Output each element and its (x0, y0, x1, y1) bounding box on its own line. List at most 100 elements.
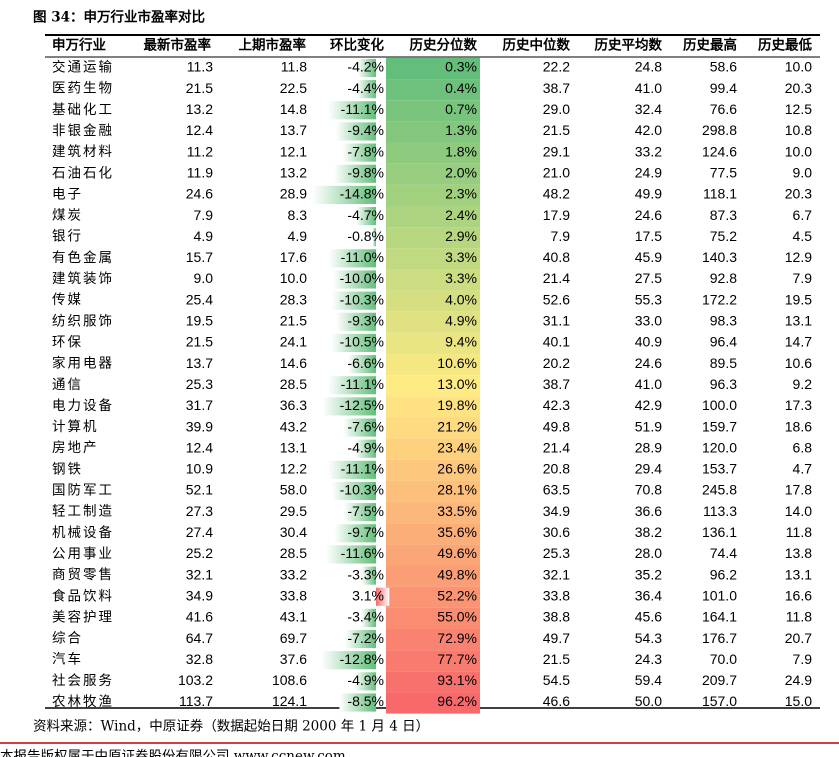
cell-value: 36.4 (635, 587, 662, 603)
cell-value: 98.3 (710, 313, 737, 329)
change-bar (328, 460, 376, 479)
cell-value: 25.4 (186, 291, 213, 307)
cell-value: 32.4 (635, 101, 662, 117)
column-header: 历史分位数 (410, 37, 478, 54)
cell-value: 32.8 (186, 651, 213, 667)
cell-value: 92.8 (710, 270, 737, 286)
cell-value: 11.8 (281, 59, 307, 75)
cell-value: 52.6 (543, 291, 570, 307)
cell-value: 17.5 (635, 228, 662, 244)
change-bar (355, 206, 376, 226)
change-bar (354, 672, 376, 691)
cell-value: 12.5 (785, 101, 812, 117)
cell-value: -11.6% (341, 545, 384, 561)
cell-value: 27.4 (186, 524, 213, 540)
cell-value: 87.3 (710, 207, 737, 223)
cell-value: 25.3 (543, 545, 570, 561)
cell-value: 10.9 (186, 461, 213, 477)
cell-value: 96.2% (437, 693, 477, 709)
change-bar (334, 524, 376, 543)
cell-value: 76.6 (710, 101, 737, 117)
cell-value: 17.8 (785, 482, 812, 498)
cell-value: 42.3 (543, 397, 570, 413)
cell-value: 19.5 (186, 313, 213, 329)
industry-name: 电力设备 (52, 397, 114, 414)
cell-value: 16.6 (785, 587, 812, 603)
cell-value: 3.3% (445, 249, 477, 265)
change-bar (347, 355, 376, 374)
cell-value: 124.1 (272, 693, 307, 709)
change-bar (335, 122, 376, 141)
cell-value: 4.9 (288, 228, 308, 244)
cell-value: 59.4 (635, 672, 662, 688)
cell-value: -3.4% (347, 609, 384, 625)
percentile-cell (386, 671, 480, 693)
cell-value: 21.5 (186, 334, 213, 350)
cell-value: 45.9 (635, 249, 662, 265)
column-header: 申万行业 (52, 37, 106, 54)
industry-name: 建筑材料 (52, 144, 114, 160)
cell-value: 12.9 (785, 249, 812, 265)
cell-value: -12.5% (340, 397, 384, 413)
cell-value: 22.5 (280, 80, 307, 96)
cell-value: -7.6% (347, 418, 384, 434)
change-bar (343, 503, 376, 522)
industry-name: 石油石化 (52, 165, 114, 181)
change-bar (372, 228, 376, 247)
cell-value: 11.3 (187, 59, 213, 75)
cell-value: 19.5 (785, 291, 812, 307)
cell-value: 172.2 (702, 291, 737, 307)
cell-value: 13.1 (785, 313, 812, 329)
cell-value: 33.0 (635, 313, 662, 329)
table: 申万行业 最新市盈率 上期市盈率 环比变化 历史分位数 历史中位数 历史平均数 历史最高 历史最… (52, 37, 812, 714)
cell-value: -4.9% (347, 439, 384, 455)
cell-value: 4.0% (445, 291, 477, 307)
cell-value: 28.0 (635, 545, 662, 561)
industry-name: 交通运输 (52, 59, 114, 76)
industry-name: 综合 (52, 631, 83, 647)
percentile-cell (386, 502, 480, 524)
cell-value: 21.5 (186, 80, 213, 96)
cell-value: 24.6 (186, 186, 213, 202)
cell-value: 176.7 (702, 630, 737, 646)
cell-value: 10.8 (785, 122, 812, 138)
change-bar (312, 185, 376, 204)
industry-name: 电子 (52, 186, 83, 202)
cell-value: 21.0 (543, 164, 570, 180)
percentile-cell (386, 79, 480, 101)
change-bar (343, 418, 376, 437)
change-bar (336, 312, 376, 331)
industry-name: 公用事业 (52, 546, 114, 562)
cell-value: 245.8 (702, 482, 737, 498)
cell-value: 14.8 (280, 101, 307, 117)
column-header: 历史最低 (758, 37, 812, 54)
cell-value: 24.6 (635, 207, 662, 223)
industry-name: 食品饮料 (52, 587, 114, 604)
change-bar (376, 587, 390, 606)
cell-value: 20.3 (785, 80, 812, 96)
percentile-cell (386, 480, 480, 503)
cell-value: 52.2% (437, 587, 477, 603)
cell-value: 96.3 (710, 376, 737, 392)
change-bar (357, 58, 376, 78)
cell-value: 36.6 (635, 503, 662, 519)
change-bar (361, 566, 376, 585)
figure-title: 图 34：申万行业市盈率对比 (33, 9, 205, 26)
cell-value: 24.9 (785, 672, 812, 688)
cell-value: 0.3% (445, 59, 477, 75)
percentile-cell (386, 184, 480, 206)
percentile-cell (386, 163, 480, 185)
cell-value: 38.7 (543, 376, 570, 392)
cell-value: 45.6 (635, 609, 662, 625)
cell-value: 39.9 (186, 418, 213, 434)
cell-value: 52.1 (186, 482, 213, 498)
cell-value: -3.3% (347, 566, 384, 582)
cell-value: -10.3% (340, 291, 384, 307)
cell-value: -7.2% (347, 630, 384, 646)
change-bar (333, 164, 376, 183)
cell-value: 48.2 (543, 186, 570, 202)
cell-value: 19.8% (437, 397, 477, 413)
source-note: 资料来源：Wind，中原证券（数据起始日期 2000 年 1 月 4 日） (33, 719, 429, 735)
cell-value: 103.2 (178, 672, 213, 688)
column-header: 历史最高 (683, 37, 737, 54)
